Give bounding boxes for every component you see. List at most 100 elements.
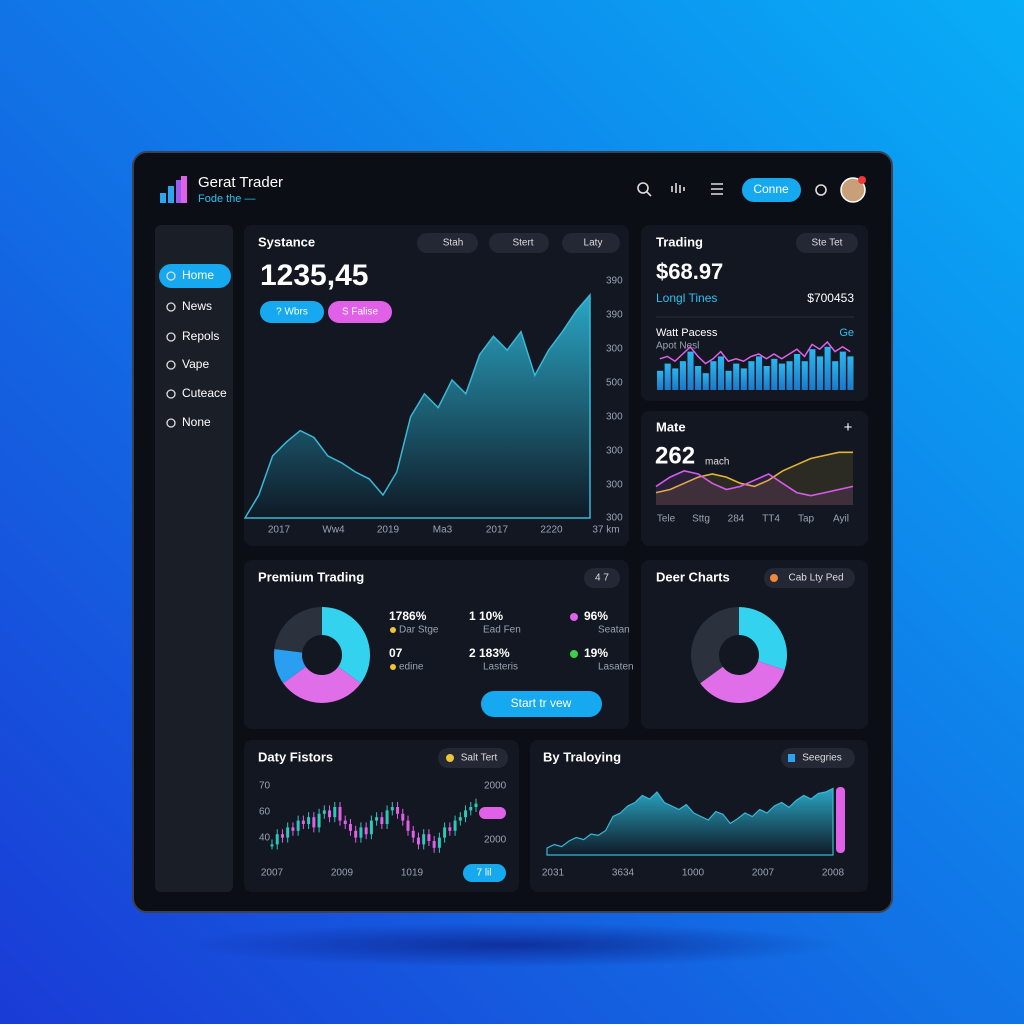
link[interactable]: Ge	[839, 327, 854, 339]
start-button[interactable]	[481, 691, 602, 717]
stat-value: 1 10%	[469, 609, 503, 623]
nav-item[interactable]: Home	[182, 268, 214, 282]
tab-label[interactable]: Stert	[512, 238, 533, 249]
candle	[469, 807, 473, 811]
tab[interactable]	[764, 568, 855, 588]
tab-label[interactable]: Seegries	[802, 753, 841, 764]
tab[interactable]	[438, 748, 508, 768]
candle	[296, 820, 300, 831]
nav-icon[interactable]	[166, 418, 176, 428]
tab-label[interactable]: Salt Tert	[461, 753, 498, 764]
tab-label[interactable]: Ste Tet	[812, 238, 843, 249]
nav-item[interactable]: Cuteace	[182, 386, 227, 400]
tab[interactable]	[562, 233, 620, 253]
tab-icon	[788, 754, 795, 762]
bar	[786, 361, 793, 390]
bar	[695, 366, 702, 390]
tab[interactable]	[489, 233, 549, 253]
y-label: 2000	[484, 781, 507, 792]
header-icons[interactable]	[637, 182, 827, 197]
badge	[328, 301, 392, 323]
bar	[657, 370, 664, 390]
candle	[458, 817, 462, 821]
brand: Gerat Trader	[198, 174, 283, 191]
line	[659, 340, 851, 365]
y-label: 2000	[484, 835, 507, 846]
tab-label[interactable]: Laty	[584, 238, 603, 249]
nav-icon[interactable]	[166, 302, 176, 312]
unit: mach	[705, 457, 729, 468]
candle	[333, 807, 337, 818]
bar	[672, 368, 679, 390]
nav-item[interactable]: News	[182, 299, 212, 313]
stat-value: 19%	[584, 646, 608, 660]
area	[243, 292, 591, 519]
start-label[interactable]: Start tr vew	[511, 696, 572, 710]
candle	[411, 830, 415, 838]
y-label: 300	[606, 513, 623, 524]
bar	[679, 361, 686, 390]
tab[interactable]	[417, 233, 478, 253]
add-button[interactable]: +	[844, 419, 853, 436]
candle	[343, 820, 347, 824]
x-label: 1000	[682, 868, 705, 879]
candle	[291, 827, 295, 831]
panel	[641, 411, 868, 546]
nav-icon[interactable]	[166, 360, 176, 370]
candle	[328, 810, 332, 818]
nav-active[interactable]	[159, 264, 231, 288]
tab[interactable]	[781, 748, 855, 768]
candle	[448, 827, 452, 831]
x-label: 2007	[261, 868, 284, 879]
nav-icon[interactable]	[166, 271, 176, 281]
avatar[interactable]	[840, 177, 866, 203]
nav-item[interactable]: Vape	[182, 357, 209, 371]
tab-icon	[446, 754, 454, 762]
donut-segment	[283, 666, 361, 704]
section-title: Watt Pacess	[656, 327, 718, 339]
stat-value: 1786%	[389, 609, 427, 623]
candle	[312, 817, 316, 828]
nav-icon[interactable]	[166, 332, 176, 342]
x-label: 3634	[612, 868, 635, 879]
candle	[338, 807, 342, 821]
y-label: 70	[259, 781, 271, 792]
tab-label[interactable]: 4 7	[595, 573, 609, 584]
bar	[763, 366, 770, 390]
candle	[375, 817, 379, 821]
candle	[380, 817, 384, 824]
badge	[260, 301, 324, 323]
value: $68.97	[656, 259, 723, 284]
candle	[322, 810, 326, 814]
panel-title: Premium Trading	[258, 569, 364, 584]
stat-label: Dar Stge	[399, 625, 439, 636]
tab[interactable]	[796, 233, 858, 253]
tab-icon	[770, 574, 778, 582]
tab[interactable]	[584, 568, 620, 588]
nav-icon[interactable]	[166, 389, 176, 399]
nav-item[interactable]: Repols	[182, 329, 219, 343]
bar	[687, 351, 694, 390]
candle	[396, 807, 400, 814]
donut-segment	[739, 607, 787, 670]
y-label: 390	[606, 310, 623, 321]
x-label: Ww4	[322, 525, 345, 536]
y-label: 300	[606, 480, 623, 491]
candle	[280, 834, 284, 838]
bar	[748, 361, 755, 390]
candle	[317, 813, 321, 828]
nav-item[interactable]: None	[182, 415, 211, 429]
x-label: Ayil	[833, 514, 849, 525]
connect-button[interactable]	[742, 178, 801, 202]
amount: $700453	[807, 291, 854, 305]
panel-title: Mate	[656, 419, 686, 434]
tab-label[interactable]: Cab Lty Ped	[788, 573, 843, 584]
y-label: 60	[259, 807, 271, 818]
connect-label[interactable]: Conne	[753, 182, 789, 196]
area	[546, 787, 834, 856]
shadow	[182, 923, 842, 967]
tab-label[interactable]: Stah	[443, 238, 464, 249]
x-label: Sttg	[692, 514, 710, 525]
bar	[740, 368, 747, 390]
donut-segment	[322, 607, 370, 684]
